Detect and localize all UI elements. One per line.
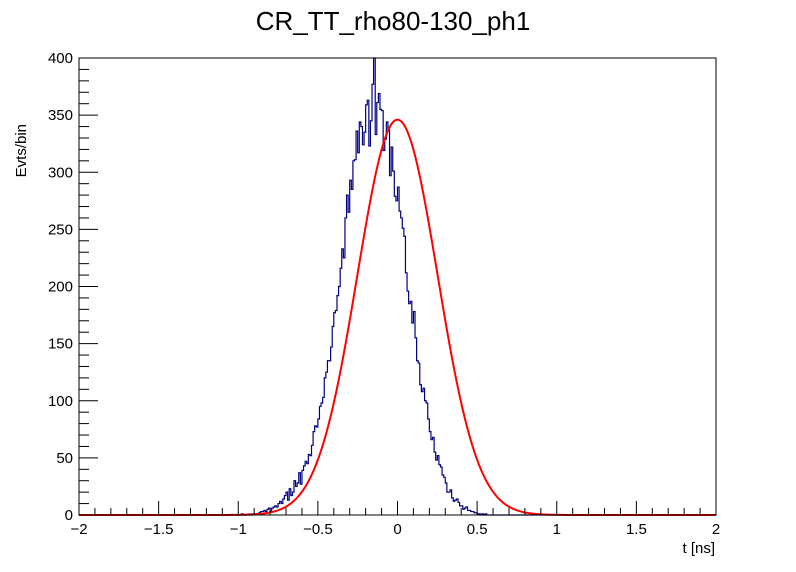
x-axis: −2 −1.5 −1 −0.5 0 0.5 1 1.5 2 — [70, 501, 720, 538]
y-tick-label: 250 — [48, 221, 73, 238]
x-tick-label: 1 — [553, 521, 561, 538]
y-tick-label: 150 — [48, 336, 73, 353]
histogram-series — [79, 57, 637, 516]
chart-title: CR_TT_rho80-130_ph1 — [256, 6, 531, 36]
x-tick-label: −1 — [230, 521, 247, 538]
y-tick-label: 400 — [48, 50, 73, 67]
x-tick-label: −0.5 — [303, 521, 333, 538]
y-tick-label: 0 — [65, 507, 73, 524]
fit-series — [79, 118, 716, 516]
fit-curve — [79, 118, 716, 516]
y-tick-label: 200 — [48, 279, 73, 296]
y-tick-label: 300 — [48, 164, 73, 181]
x-tick-label: 0 — [393, 521, 401, 538]
histogram-bins — [79, 57, 637, 516]
x-tick-label: 2 — [712, 521, 720, 538]
y-tick-label: 50 — [56, 450, 73, 467]
y-axis: 0 50 100 150 200 250 300 350 400 — [48, 50, 98, 524]
y-tick-label: 100 — [48, 393, 73, 410]
x-tick-label: −1.5 — [144, 521, 174, 538]
plot-frame — [78, 57, 717, 516]
x-tick-label: −2 — [70, 521, 87, 538]
y-axis-label: Evts/bin — [13, 124, 30, 177]
x-tick-label: 1.5 — [626, 521, 647, 538]
y-tick-label: 350 — [48, 107, 73, 124]
x-axis-label: t [ns] — [682, 540, 715, 557]
x-tick-label: 0.5 — [467, 521, 488, 538]
